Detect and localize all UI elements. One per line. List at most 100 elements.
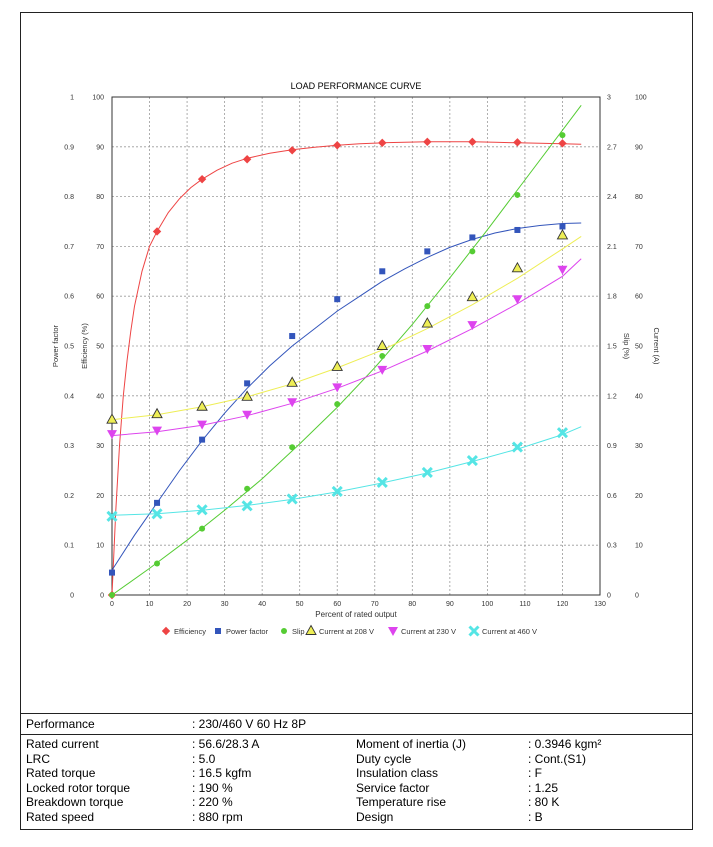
marker-stroke (468, 625, 480, 637)
chart-title: LOAD PERFORMANCE CURVE (291, 81, 422, 91)
data-point-current-at-460-v (466, 454, 478, 467)
power-factor-tick-label: 0.8 (64, 194, 74, 201)
spec-value: : B (528, 809, 543, 824)
current-tick-label: 60 (635, 294, 643, 301)
slip-tick-label: 2.4 (607, 194, 617, 201)
data-point-efficiency (287, 146, 297, 155)
slip-tick-label: 0.3 (607, 543, 617, 550)
series-slip (109, 104, 582, 598)
data-point-slip (289, 444, 296, 451)
legend-label-power-factor: Power factor (226, 627, 269, 636)
efficiency-tick-label: 10 (96, 543, 104, 550)
x-axis-title: Percent of rated output (315, 610, 397, 619)
legend-marker-current-at-460-v (468, 625, 480, 637)
spec-label: Rated current (26, 737, 99, 751)
legend-item-current-at-230-v: Current at 230 V (388, 627, 456, 636)
efficiency-axis-title: Efficiency (%) (80, 323, 89, 369)
legend-marker-slip (281, 628, 287, 634)
series-line-power-factor (111, 222, 582, 571)
marker-stroke (331, 485, 343, 497)
series-current-at-230-v (107, 258, 582, 440)
data-point-power-factor (379, 268, 386, 275)
marker-stroke (241, 500, 253, 512)
power-factor-tick-label: 0.4 (64, 393, 74, 400)
power-factor-tick-label: 1 (70, 95, 74, 102)
data-point-current-at-230-v (197, 420, 208, 430)
power-factor-tick-label: 0.1 (64, 543, 74, 550)
data-point-current-at-460-v (106, 510, 118, 522)
x-tick-label: 50 (296, 601, 304, 608)
series-efficiency (107, 137, 582, 600)
current-tick-label: 10 (635, 543, 643, 550)
data-point-current-at-460-v (421, 466, 433, 479)
efficiency-tick-label: 0 (100, 593, 104, 600)
efficiency-tick-label: 90 (96, 144, 104, 151)
efficiency-tick-label: 100 (92, 95, 104, 102)
load-performance-chart: LOAD PERFORMANCE CURVE 0 10 20 30 40 50 60 70 80… (51, 81, 661, 637)
data-point-current-at-460-v (511, 441, 523, 453)
data-point-current-at-230-v (512, 295, 523, 305)
current-tick-label: 0 (635, 593, 639, 600)
legend-label-slip: Slip (292, 627, 305, 636)
data-point-current-at-208-v (421, 317, 434, 328)
marker-stroke (421, 466, 433, 479)
data-point-current-at-208-v (151, 407, 163, 419)
data-point-slip (244, 485, 251, 492)
data-point-power-factor (244, 380, 251, 387)
data-point-efficiency (558, 139, 567, 148)
series-layer (106, 104, 582, 600)
slip-tick-label: 2.7 (607, 144, 617, 151)
data-point-efficiency (513, 138, 522, 147)
slip-tick-label: 1.8 (607, 294, 617, 301)
x-tick-label: 40 (258, 601, 266, 608)
performance-label: Performance (26, 717, 95, 731)
efficiency-tick-label: 40 (96, 393, 104, 400)
legend-item-power-factor: Power factor (215, 627, 269, 636)
data-point-efficiency (333, 141, 342, 150)
data-point-current-at-460-v (241, 500, 253, 512)
power-factor-tick-label: 0.9 (64, 144, 74, 151)
report-frame (20, 12, 693, 830)
data-point-current-at-208-v (286, 376, 298, 387)
efficiency-tick-label: 20 (96, 493, 104, 500)
current-tick-label: 50 (635, 344, 643, 351)
data-point-current-at-230-v (557, 265, 568, 275)
grid (111, 96, 601, 596)
data-point-current-at-208-v (106, 413, 118, 424)
legend-marker-efficiency (161, 626, 171, 636)
spec-value: : Cont.(S1) (528, 751, 587, 766)
x-tick-label: 60 (333, 601, 341, 608)
data-point-slip (559, 132, 566, 139)
efficiency-tick-label: 30 (96, 443, 104, 450)
data-point-current-at-460-v (556, 427, 569, 439)
series-line-current-at-208-v (111, 235, 582, 421)
spec-label: LRC (26, 751, 51, 766)
x-tick-label: 30 (221, 601, 229, 608)
legend-marker-current-at-208-v (305, 624, 317, 635)
x-tick-label: 20 (183, 601, 191, 608)
data-point-current-at-230-v (107, 430, 117, 440)
x-tick-label: 80 (408, 601, 416, 608)
data-point-current-at-208-v (376, 339, 389, 350)
spec-value: : 56.6/28.3 A (192, 737, 260, 751)
slip-tick-label: 0.6 (607, 493, 617, 500)
data-point-power-factor (289, 333, 296, 340)
series-current-at-460-v (106, 426, 582, 522)
slip-tick-label: 0.9 (607, 443, 617, 450)
legend-label-current-at-208-v: Current at 208 V (319, 627, 374, 636)
legend-marker-power-factor (215, 628, 221, 634)
x-tick-label: 70 (371, 601, 379, 608)
performance-value: : 230/460 V 60 Hz 8P (192, 717, 307, 731)
current-tick-label: 30 (635, 443, 643, 450)
efficiency-tick-label: 70 (96, 244, 104, 251)
data-point-current-at-230-v (242, 410, 253, 420)
spec-value: : F (528, 766, 542, 780)
data-point-current-at-230-v (287, 398, 298, 408)
marker-stroke (106, 510, 118, 522)
power-factor-tick-label: 0 (70, 593, 74, 600)
data-point-current-at-460-v (151, 508, 163, 520)
data-point-power-factor (199, 436, 206, 443)
data-point-current-at-460-v (196, 504, 208, 516)
legend-label-current-at-230-v: Current at 230 V (401, 627, 456, 636)
current-tick-label: 100 (635, 95, 647, 102)
